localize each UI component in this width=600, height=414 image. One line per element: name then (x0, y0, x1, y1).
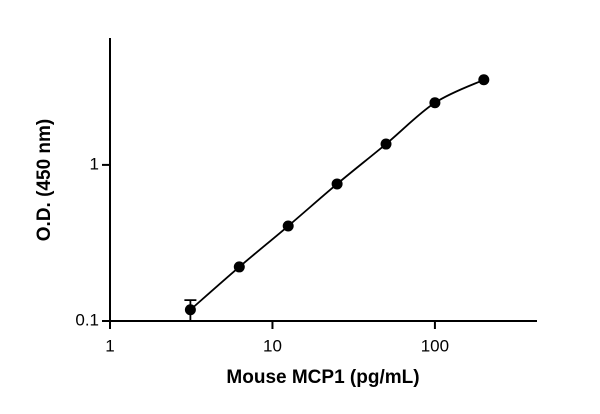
point (331, 178, 343, 190)
point (380, 138, 392, 150)
y-tick-label: 0.1 (75, 310, 99, 329)
y-axis-title: O.D. (450 nm) (34, 119, 55, 241)
point (429, 97, 441, 109)
y-tick-label: 1 (90, 154, 99, 173)
x-tick-label: 1 (105, 336, 114, 355)
fit-curve (189, 78, 485, 311)
x-tick-label: 100 (421, 336, 449, 355)
point (184, 304, 196, 316)
point (282, 220, 294, 232)
x-axis-title: Mouse MCP1 (pg/mL) (226, 367, 419, 388)
x-tick-label: 10 (263, 336, 282, 355)
point (478, 74, 490, 86)
point (233, 261, 245, 273)
